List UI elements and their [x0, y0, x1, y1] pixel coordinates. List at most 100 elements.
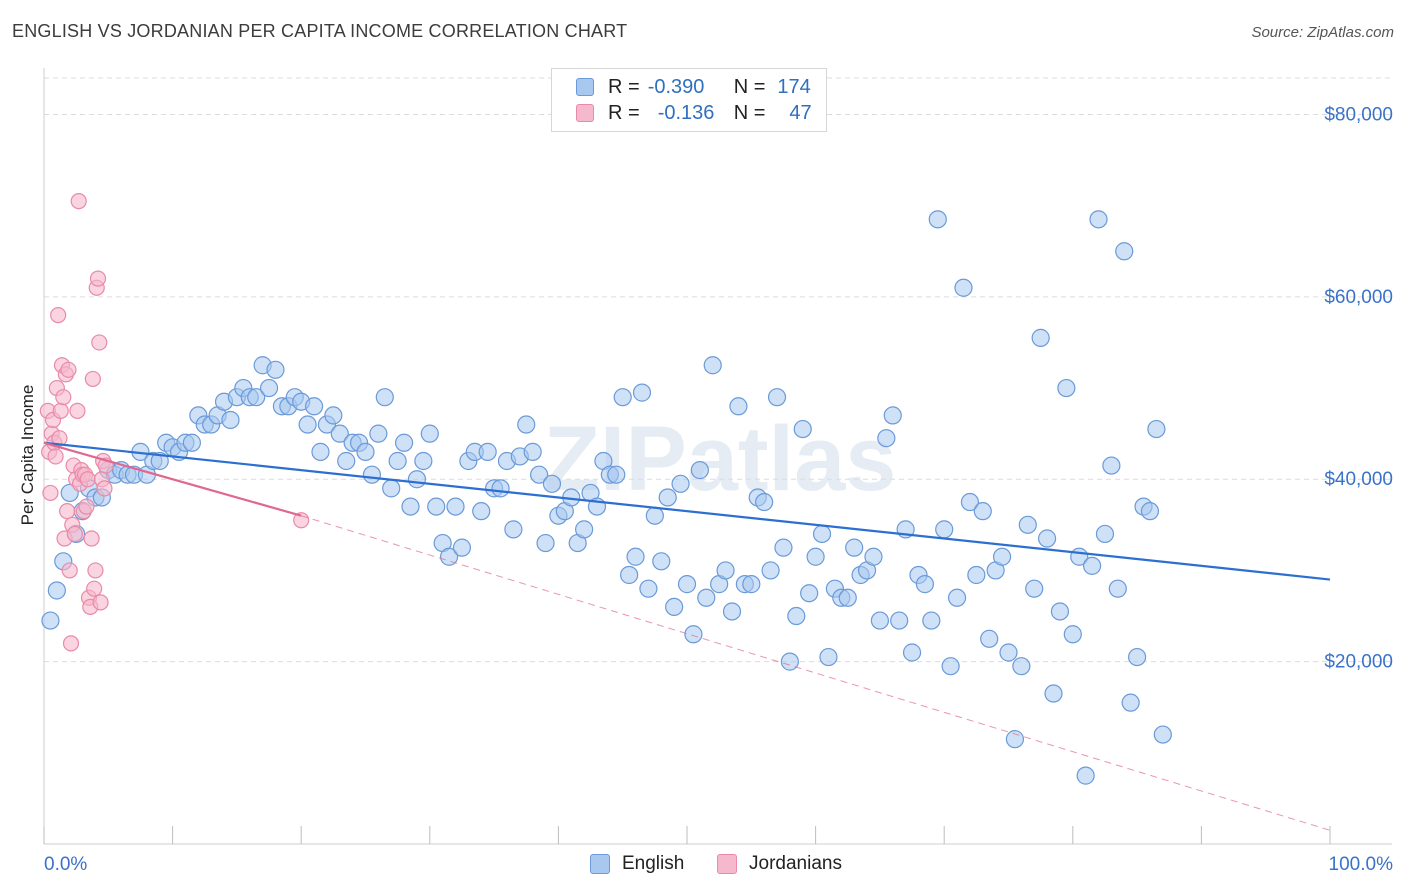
y-axis-label: Per Capita Income	[18, 384, 37, 526]
english-point	[992, 547, 1012, 566]
jordanian-point	[50, 306, 67, 324]
english-point	[1095, 524, 1115, 544]
english-point	[472, 502, 491, 521]
jordanian-point	[62, 635, 80, 652]
source-label: Source: ZipAtlas.com	[1251, 24, 1394, 41]
english-point	[491, 479, 510, 498]
english-point	[1076, 766, 1095, 785]
english-point	[1140, 502, 1160, 521]
bottom-legend-swatch-jordanians	[717, 854, 737, 874]
english-point	[999, 643, 1018, 662]
jordanian-point	[83, 530, 100, 547]
jordanian-point	[42, 484, 59, 502]
english-point	[620, 565, 639, 585]
english-point	[150, 451, 169, 471]
english-point	[182, 433, 201, 452]
jordanian-points	[39, 193, 310, 652]
legend-n-label: N =	[733, 101, 766, 124]
english-point	[870, 611, 890, 630]
english-point	[304, 397, 324, 416]
english-point	[774, 538, 793, 557]
legend-n-label: N =	[733, 75, 766, 98]
y-tick-label: $60,000	[1324, 287, 1393, 308]
english-point	[645, 506, 664, 525]
english-point	[922, 611, 941, 630]
english-point	[890, 611, 909, 630]
english-point	[439, 547, 459, 566]
english-point	[324, 406, 343, 425]
english-point	[729, 397, 748, 416]
english-point	[356, 442, 375, 461]
english-point	[427, 497, 446, 516]
english-point	[1037, 529, 1057, 548]
english-point	[452, 538, 472, 557]
legend-swatch-english	[576, 78, 594, 96]
english-point	[665, 597, 684, 617]
english-point	[1115, 242, 1134, 261]
english-point	[401, 497, 420, 516]
english-point	[298, 415, 317, 434]
legend-row-english: R = -0.390 N = 174	[576, 74, 811, 100]
english-point	[382, 479, 401, 498]
legend-r-value-jordanians: -0.136	[657, 101, 715, 124]
jordanian-point	[91, 334, 108, 351]
english-point	[375, 388, 394, 407]
y-tick-labels: $20,000 $40,000 $60,000 $80,000	[1324, 104, 1393, 672]
english-point	[722, 602, 742, 621]
jordanian-point	[61, 562, 78, 579]
english-point	[1082, 556, 1102, 575]
english-point	[1147, 419, 1166, 439]
english-point	[530, 465, 549, 484]
legend-n-value-jordanians: 47	[789, 101, 812, 124]
jordanian-point	[79, 471, 96, 488]
english-point	[420, 424, 439, 443]
jordanian-point	[51, 430, 68, 447]
x-tick-labels: 0.0% 100.0%	[44, 854, 1393, 875]
english-point	[954, 278, 973, 297]
legend-swatch-jordanians	[576, 104, 594, 122]
english-point	[658, 488, 677, 507]
english-point	[266, 360, 285, 379]
english-point	[626, 547, 645, 566]
english-trend-line	[43, 441, 1331, 581]
jordanian-point	[84, 370, 101, 388]
jordanian-point	[52, 402, 69, 419]
english-point	[639, 579, 658, 598]
english-point	[407, 470, 427, 489]
jordanian-point	[92, 594, 109, 611]
jordanian-point	[69, 402, 86, 419]
english-point	[1108, 579, 1127, 598]
english-point	[684, 625, 703, 644]
english-point	[1005, 730, 1025, 749]
english-point	[1031, 328, 1050, 347]
english-point	[446, 497, 465, 516]
y-tick-label: $20,000	[1324, 652, 1393, 673]
y-tick-label: $40,000	[1324, 469, 1393, 490]
jordanian-point	[89, 270, 107, 287]
jordanian-point	[55, 389, 72, 406]
bottom-legend-label-jordanians: Jordanians	[749, 853, 842, 874]
chart-title: ENGLISH VS JORDANIAN PER CAPITA INCOME C…	[12, 21, 628, 41]
correlation-legend: R = -0.390 N = 174 R = -0.136 N = 47	[551, 68, 827, 132]
english-point	[761, 561, 780, 580]
english-point	[1012, 657, 1031, 676]
english-point	[677, 575, 697, 594]
english-point	[883, 406, 902, 425]
english-point	[1102, 456, 1121, 475]
english-point	[652, 552, 671, 571]
english-point	[311, 442, 330, 461]
jordanian-point	[78, 498, 95, 515]
english-point	[1063, 625, 1082, 644]
english-point	[1127, 647, 1147, 667]
english-point	[613, 388, 632, 407]
english-point	[800, 584, 819, 603]
english-point	[697, 588, 716, 607]
english-point	[504, 520, 523, 539]
english-point	[806, 547, 825, 566]
jordanian-point	[87, 562, 104, 579]
english-point	[1044, 684, 1063, 703]
jordanian-point	[59, 503, 76, 520]
bottom-legend-label-english: English	[622, 853, 685, 874]
english-point	[793, 419, 812, 439]
